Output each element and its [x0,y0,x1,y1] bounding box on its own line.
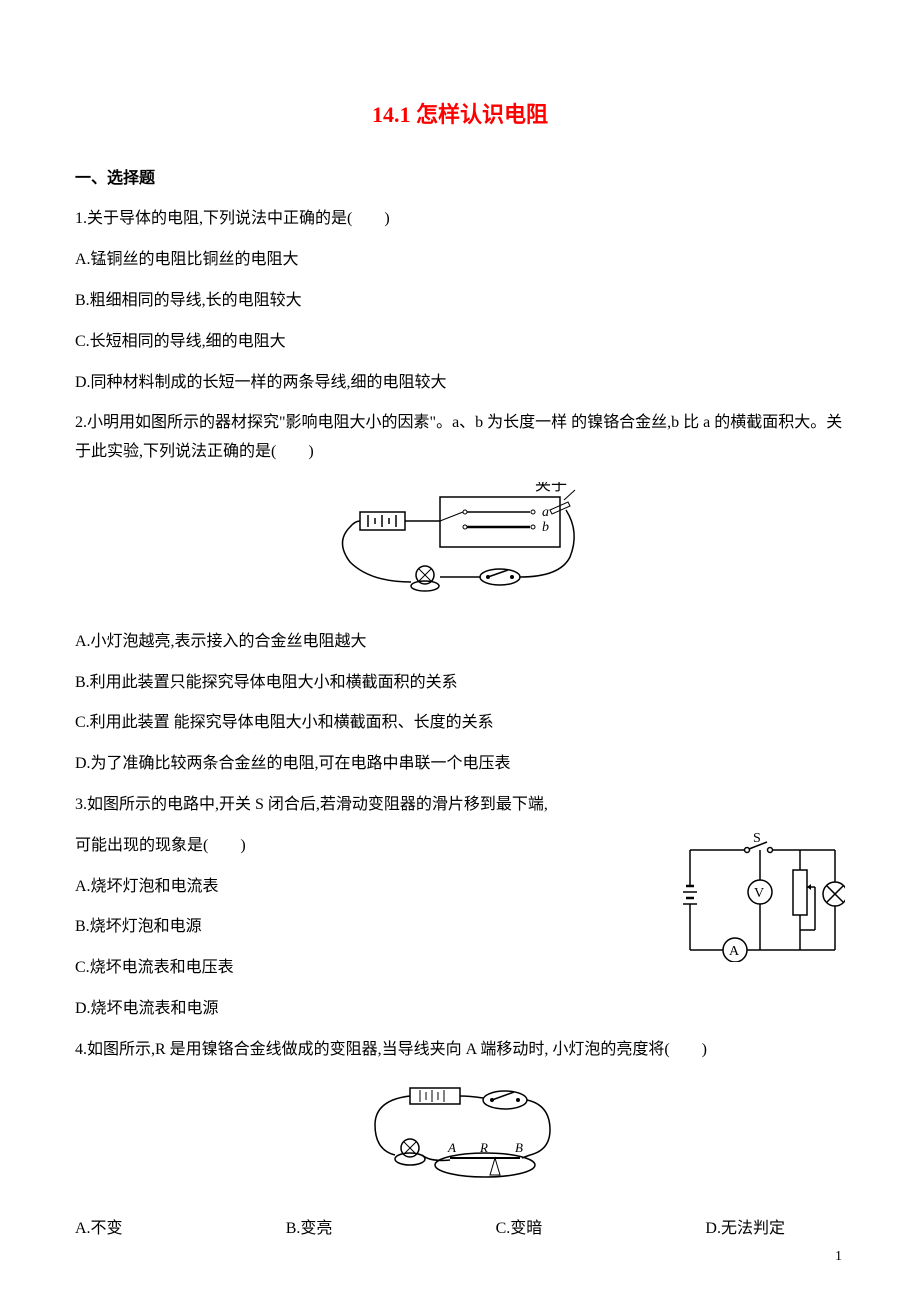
q4-text: 4.如图所示,R 是用镍铬合金线做成的变阻器,当导线夹向 A 端移动时, 小灯泡… [75,1036,845,1065]
clip-label: 夹子 [535,482,567,494]
q3-text: 3.如图所示的电路中,开关 S 闭合后,若滑动变阻器的滑片移到最下端, [75,791,845,820]
q1-option-c: C.长短相同的导线,细的电阻大 [75,328,845,357]
q2-text: 2.小明用如图所示的器材探究"影响电阻大小的因素"。a、b 为长度一样 的镍铬合… [75,409,845,467]
q4-label-b: B [515,1140,523,1155]
q4-option-d: D.无法判定 [705,1215,785,1244]
q4-label-a: A [447,1140,456,1155]
voltmeter-label: V [754,886,764,901]
ammeter-label: A [729,944,740,959]
q1-option-d: D.同种材料制成的长短一样的两条导线,细的电阻较大 [75,369,845,398]
q4-option-c: C.变暗 [496,1215,543,1244]
q4-options-row: A.不变 B.变亮 C.变暗 D.无法判定 [75,1215,845,1244]
q2-option-d: D.为了准确比较两条合金丝的电阻,可在电路中串联一个电压表 [75,750,845,779]
q4-option-a: A.不变 [75,1215,123,1244]
page-number: 1 [835,1244,842,1269]
switch-label: S [753,832,761,846]
q1-option-a: A.锰铜丝的电阻比铜丝的电阻大 [75,246,845,275]
q2-option-c: C.利用此装置 能探究导体电阻大小和横截面积、长度的关系 [75,709,845,738]
q4-option-b: B.变亮 [286,1215,333,1244]
q1-text: 1.关于导体的电阻,下列说法中正确的是( ) [75,205,845,234]
page-title: 14.1 怎样认识电阻 [75,95,845,135]
q2-option-a: A.小灯泡越亮,表示接入的合金丝电阻越大 [75,628,845,657]
q2-option-b: B.利用此装置只能探究导体电阻大小和横截面积的关系 [75,669,845,698]
section-header: 一、选择题 [75,165,845,194]
q2-figure: a b 夹子 [75,482,845,613]
q1-option-b: B.粗细相同的导线,长的电阻较大 [75,287,845,316]
wire-a-label: a [542,505,549,520]
q3-figure: S A V [675,832,845,973]
q4-label-r: R [479,1140,488,1155]
q4-figure: A R B [75,1080,845,1201]
wire-b-label: b [542,520,549,535]
q3-option-d: D.烧坏电流表和电源 [75,995,845,1024]
